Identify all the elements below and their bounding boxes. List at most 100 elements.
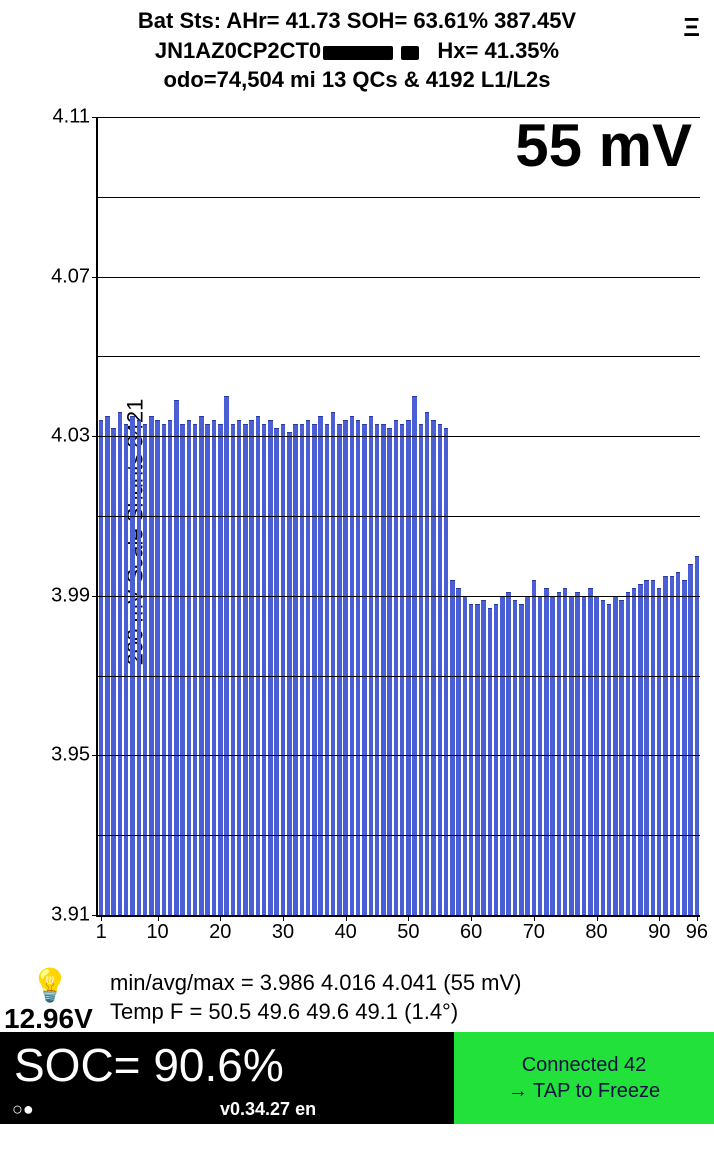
bottom-bar: SOC= 90.6% ○● v0.34.27 en Connected 42 →…: [0, 1032, 714, 1124]
tap-to-freeze: → TAP to Freeze: [454, 1078, 714, 1104]
ytick-mark: [92, 755, 98, 756]
xtick-label: 1: [96, 921, 107, 944]
cell-bar: [168, 420, 173, 915]
min-avg-max: min/avg/max = 3.986 4.016 4.041 (55 mV): [110, 969, 704, 998]
gridline-minor: [98, 835, 700, 836]
cell-bar: [205, 424, 210, 915]
cell-bar: [99, 420, 104, 915]
cell-bar: [563, 588, 568, 915]
ytick-label: 3.91: [51, 904, 90, 927]
cell-bar: [369, 416, 374, 915]
xtick-mark: [471, 915, 472, 921]
cell-bar: [601, 600, 606, 915]
gridline-minor: [98, 676, 700, 677]
chart-summary: 💡 12.96V min/avg/max = 3.986 4.016 4.041…: [0, 967, 714, 1032]
cell-bar: [356, 420, 361, 915]
xtick-mark: [283, 915, 284, 921]
cell-bar: [111, 428, 116, 915]
cell-bar: [105, 416, 110, 915]
xtick-label: 60: [460, 921, 482, 944]
cell-bar: [425, 412, 430, 915]
ytick-mark: [92, 596, 98, 597]
gridline-major: [98, 755, 700, 756]
temps-line: Temp F = 50.5 49.6 49.6 49.1 (1.4°): [110, 998, 704, 1027]
cell-bar: [199, 416, 204, 915]
menu-icon[interactable]: Ξ: [683, 10, 700, 45]
cell-bar: [400, 424, 405, 915]
header-line2: JN1AZ0CP2CT0 Hx= 41.35%: [10, 36, 704, 66]
cell-bar: [394, 420, 399, 915]
cell-bar: [651, 580, 656, 915]
ytick-mark: [92, 117, 98, 118]
gridline-minor: [98, 356, 700, 357]
cell-bar: [632, 588, 637, 915]
cell-bar: [619, 600, 624, 915]
xtick-label: 50: [397, 921, 419, 944]
cell-bar: [249, 420, 254, 915]
cell-bar: [193, 424, 198, 915]
xtick-mark: [597, 915, 598, 921]
connection-panel[interactable]: Connected 42 → TAP to Freeze: [454, 1032, 714, 1124]
xtick-label: 20: [209, 921, 231, 944]
gridline-major: [98, 436, 700, 437]
header-line3: odo=74,504 mi 13 QCs & 4192 L1/L2s: [10, 65, 704, 95]
ytick-label: 4.07: [51, 265, 90, 288]
cell-bar: [318, 416, 323, 915]
cell-bar: [343, 420, 348, 915]
ytick-label: 3.95: [51, 744, 90, 767]
cell-bar: [488, 608, 493, 915]
hx-value: Hx= 41.35%: [437, 38, 559, 63]
cell-bar: [224, 396, 229, 915]
cell-bar: [362, 424, 367, 915]
cell-bar: [494, 604, 499, 915]
vin-redact-block: [323, 46, 393, 60]
gridline-minor: [98, 197, 700, 198]
cell-bar: [456, 588, 461, 915]
cell-bar: [513, 600, 518, 915]
xtick-mark: [659, 915, 660, 921]
cell-bar: [544, 588, 549, 915]
cell-bar: [124, 424, 129, 915]
cell-bar: [118, 412, 123, 915]
xtick-label: 40: [335, 921, 357, 944]
xtick-mark: [346, 915, 347, 921]
cell-bar: [557, 592, 562, 915]
cell-bar: [212, 420, 217, 915]
cell-bar: [287, 432, 292, 915]
xtick-mark: [220, 915, 221, 921]
soc-indicator-dots: ○●: [12, 1099, 34, 1120]
cell-voltage-chart[interactable]: 200 mV Scale Shunts 8421 55 mV 3.913.953…: [0, 97, 714, 967]
cell-bar: [519, 604, 524, 915]
soc-value: SOC= 90.6%: [14, 1038, 440, 1092]
soc-panel[interactable]: SOC= 90.6% ○● v0.34.27 en: [0, 1032, 454, 1124]
xtick-mark: [158, 915, 159, 921]
xtick-label: 96: [686, 921, 708, 944]
cell-bar: [350, 416, 355, 915]
cell-bar: [256, 416, 261, 915]
ytick-label: 4.03: [51, 425, 90, 448]
cell-bar: [262, 424, 267, 915]
cell-bar: [149, 416, 154, 915]
cell-bar: [663, 576, 668, 915]
cell-bar: [506, 592, 511, 915]
cell-bar: [130, 416, 135, 915]
cell-bar: [218, 424, 223, 915]
xtick-label: 30: [272, 921, 294, 944]
cell-bar: [469, 604, 474, 915]
cell-bar: [475, 604, 480, 915]
xtick-mark: [101, 915, 102, 921]
cell-bar: [155, 420, 160, 915]
cell-bar: [331, 412, 336, 915]
xtick-label: 80: [585, 921, 607, 944]
gridline-major: [98, 596, 700, 597]
gridline-major: [98, 117, 700, 118]
cell-bar: [274, 428, 279, 915]
cell-bar: [481, 600, 486, 915]
header-line1: Bat Sts: AHr= 41.73 SOH= 63.61% 387.45V: [10, 6, 704, 36]
cell-bar: [450, 580, 455, 915]
xtick-label: 90: [648, 921, 670, 944]
cell-bar: [325, 424, 330, 915]
xtick-mark: [534, 915, 535, 921]
cell-bar: [676, 572, 681, 915]
connection-status: Connected 42: [454, 1052, 714, 1078]
